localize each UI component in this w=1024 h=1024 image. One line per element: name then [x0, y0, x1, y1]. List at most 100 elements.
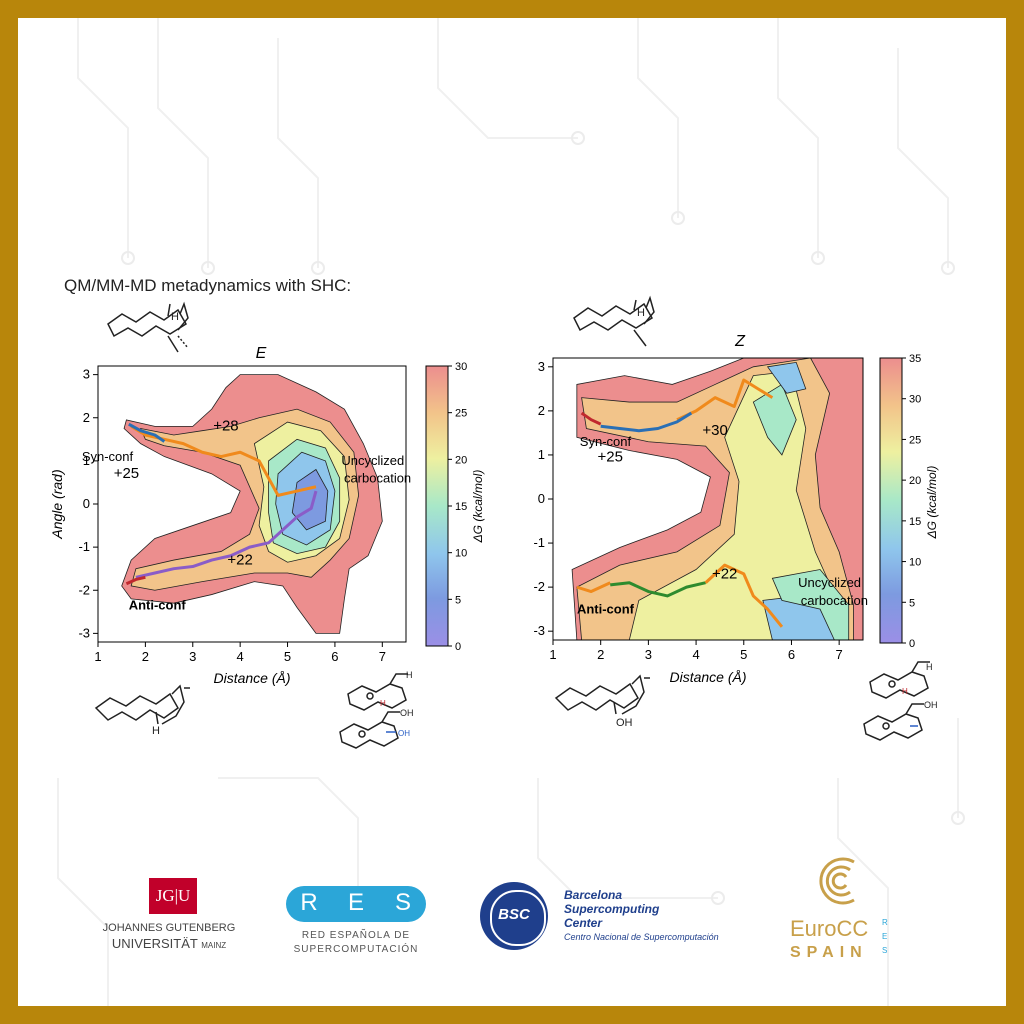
chart-e-y-axis-label: Angle (rad) — [49, 469, 65, 539]
x-tick-label: 2 — [142, 649, 149, 664]
free-energy-contour — [752, 383, 797, 456]
chart-e-colorbar — [425, 365, 449, 647]
free-energy-contour — [766, 361, 807, 394]
carbocation-e-2 — [339, 711, 400, 749]
jgu-mainz: MAINZ — [201, 941, 227, 950]
carbocation-e-1 — [347, 673, 408, 711]
reaction-path-red — [580, 411, 602, 426]
molecule-label: H — [171, 311, 179, 323]
chart-annotation: Anti-conf — [577, 602, 635, 617]
molecule-label: H — [380, 699, 386, 708]
y-tick-label: -3 — [533, 623, 545, 638]
x-tick-label: 1 — [549, 647, 556, 662]
colorbar-tick-label: 30 — [909, 394, 921, 406]
chart-annotation: carbocation — [344, 470, 411, 485]
bsc-line4: Centro Nacional de Supercomputación — [564, 932, 719, 942]
chart-annotation: Syn-conf — [580, 434, 632, 449]
molecule-label: OH — [924, 700, 938, 710]
content-panel: QM/MM-MD metadynamics with SHC: 1 2 3 4 5 6 7 3… — [18, 18, 1006, 1006]
chart-annotation: +22 — [227, 551, 252, 568]
jgu-mark: JG|U — [149, 878, 197, 914]
bsc-logo: BSC Barcelona Supercomputing Center Cent… — [480, 882, 760, 952]
chart-z-colorbar-label: ΔG (kcal/mol) — [925, 466, 939, 540]
molecule-label: OH — [398, 729, 410, 738]
colorbar-tick-label: 25 — [909, 434, 921, 446]
reaction-path-blue — [600, 411, 693, 433]
res-letter-e: E — [347, 889, 364, 916]
colorbar-tick-label: 20 — [909, 475, 921, 487]
res-letter-r: R — [300, 889, 318, 916]
colorbar-tick-label: 10 — [909, 557, 921, 569]
reaction-path-orange — [576, 581, 611, 594]
x-tick-label: 5 — [284, 649, 291, 664]
chart-e-colorbar-label: ΔG (kcal/mol) — [471, 470, 485, 544]
y-tick-label: 0 — [538, 491, 545, 506]
y-tick-label: 3 — [538, 359, 545, 374]
jgu-line1: JOHANNES GUTENBERG — [102, 922, 236, 934]
chart-annotation: carbocation — [801, 593, 868, 608]
x-tick-label: 4 — [692, 647, 699, 662]
molecule-label: H — [152, 725, 160, 737]
colorbar-tick-label: 20 — [455, 454, 467, 466]
y-tick-label: 3 — [83, 367, 90, 382]
bsc-line3: Center — [564, 916, 603, 930]
chart-annotation: Syn-conf — [82, 449, 134, 464]
chart-annotation: +28 — [213, 418, 238, 435]
chart-annotation: +22 — [712, 565, 737, 582]
molecule-e-anti — [94, 684, 190, 725]
colorbar-tick-label: 0 — [455, 641, 461, 653]
reaction-path-purple — [135, 490, 318, 579]
colorbar-tick-label: 30 — [455, 361, 467, 373]
reaction-path-orange — [676, 378, 774, 422]
res-line1: RED ESPAÑOLA DE — [301, 930, 411, 941]
x-tick-label: 3 — [189, 649, 196, 664]
y-tick-label: -1 — [533, 535, 545, 550]
molecule-label: H — [902, 687, 908, 696]
eurocc-res: RES — [882, 918, 888, 955]
colorbar-tick-label: 15 — [909, 516, 921, 528]
molecule-label: OH — [400, 708, 414, 718]
x-tick-label: 7 — [379, 649, 386, 664]
circuit-background — [57, 18, 965, 1006]
y-tick-label: 0 — [83, 496, 90, 511]
bsc-line1: Barcelona — [564, 888, 623, 902]
chart-annotation: +30 — [702, 422, 727, 439]
free-energy-contour — [771, 569, 850, 640]
colorbar-tick-label: 0 — [909, 638, 915, 650]
chart-z-x-axis-label: Distance (Å) — [669, 669, 746, 685]
colorbar-tick-label: 35 — [909, 353, 921, 365]
res-logo: R E S RED ESPAÑOLA DE SUPERCOMPUTACIÓN — [286, 886, 426, 966]
colorbar-tick-label: 10 — [455, 548, 467, 560]
y-tick-label: -1 — [78, 539, 90, 554]
bsc-badge: BSC — [498, 906, 530, 923]
x-tick-label: 7 — [836, 647, 843, 662]
colorbar-tick-label: 15 — [455, 501, 467, 513]
carbocation-z-2 — [863, 703, 924, 741]
x-tick-label: 6 — [788, 647, 795, 662]
eurocc-line1: EuroCC — [790, 916, 869, 941]
x-tick-label: 6 — [331, 649, 338, 664]
x-tick-label: 3 — [645, 647, 652, 662]
carbocation-z-1 — [869, 661, 930, 699]
y-tick-label: -2 — [78, 582, 90, 597]
colorbar-tick-label: 5 — [909, 597, 915, 609]
y-tick-label: -2 — [533, 579, 545, 594]
x-tick-label: 5 — [740, 647, 747, 662]
chart-annotation: Uncyclized — [341, 453, 404, 468]
reaction-path-orange — [704, 563, 784, 628]
chart-e-x-axis-label: Distance (Å) — [213, 670, 290, 686]
molecule-label: OH — [616, 717, 633, 729]
y-tick-label: 1 — [538, 447, 545, 462]
molecule-label: H — [926, 662, 933, 672]
res-letter-s: S — [394, 889, 411, 916]
x-tick-label: 2 — [597, 647, 604, 662]
reaction-path-green — [610, 581, 706, 598]
res-line2: SUPERCOMPUTACIÓN — [293, 944, 419, 955]
molecule-sketches: H H H OH — [94, 295, 938, 749]
eurocc-line2: SPAIN — [790, 944, 868, 961]
x-tick-label: 4 — [237, 649, 244, 664]
colorbar-tick-label: 25 — [455, 408, 467, 420]
